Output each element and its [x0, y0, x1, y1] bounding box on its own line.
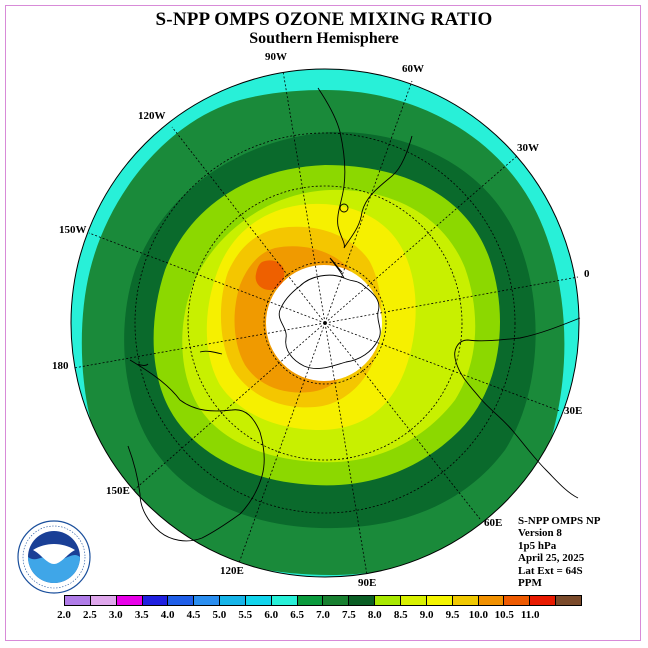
info-level: 1p5 hPa: [518, 539, 557, 552]
colorbar-tick-label: 3.0: [108, 609, 123, 621]
colorbar-swatch: [168, 596, 195, 605]
meridian-120w: [171, 126, 326, 324]
colorbar-swatch: [556, 596, 581, 605]
colorbar-tick-label: 4.5: [186, 609, 201, 621]
south-pole-marker: [323, 321, 327, 325]
meridian-60w: [324, 80, 413, 324]
lon-label-150e: 150E: [106, 485, 130, 497]
colorbar-swatch: [297, 596, 324, 605]
colorbar-swatch: [323, 596, 350, 605]
graticule: [73, 70, 579, 576]
map-title: S-NPP OMPS OZONE MIXING RATIO: [155, 9, 493, 30]
colorbar-tick-label: 10.0: [468, 609, 489, 621]
new-zealand-coast: [137, 350, 223, 366]
meridian-0: [324, 276, 579, 324]
lon-label-180: 180: [52, 360, 69, 372]
colorbar-tick-label: 7.0: [316, 609, 330, 621]
colorbar-tick-label: 6.0: [264, 609, 279, 621]
lon-label-90e: 90E: [358, 577, 377, 589]
latitude-circle-middle: [187, 185, 463, 461]
meridian-60e: [324, 322, 481, 520]
lon-label-30w: 30W: [517, 142, 539, 154]
colorbar-tick-label: 3.5: [134, 609, 149, 621]
lon-label-60w: 60W: [402, 63, 424, 75]
info-instrument: S-NPP OMPS NP: [518, 515, 601, 527]
colorbar-swatch: [452, 596, 479, 605]
info-date: April 25, 2025: [518, 552, 585, 565]
lon-label-120e: 120E: [220, 565, 244, 577]
lon-label-60e: 60E: [484, 517, 503, 529]
latitude-circle-outer: [134, 132, 516, 514]
falkland-islands: [339, 203, 349, 213]
colorbar-swatch: [426, 596, 453, 605]
latitude-circle-inner: [263, 261, 387, 385]
colorbar-tick-label: 2.5: [83, 609, 97, 621]
map-subtitle: Southern Hemisphere: [249, 30, 399, 47]
colorbar-swatch: [116, 596, 143, 605]
south-america-coast: [317, 87, 413, 249]
colorbar-swatch: [220, 596, 246, 605]
meridian-120e: [238, 322, 326, 564]
meridian-30w: [324, 155, 518, 324]
colorbar-tick-label: 10.5: [494, 609, 514, 621]
colorbar: [64, 595, 582, 606]
colorbar-swatch: [245, 596, 272, 605]
colorbar-swatch: [194, 596, 221, 605]
colorbar-tick-label: 9.5: [445, 609, 460, 621]
colorbar-tick-label: 5.5: [238, 609, 253, 621]
info-version: Version 8: [518, 527, 562, 540]
lon-label-30e: 30E: [564, 405, 583, 417]
info-block: S-NPP OMPS NP Version 8 1p5 hPa April 25…: [518, 515, 601, 589]
australia-coast: [127, 359, 265, 542]
antarctica-coast: [278, 274, 381, 369]
map-boundary: [70, 68, 580, 578]
ozone-field: [71, 69, 579, 577]
meridian-30e: [324, 322, 561, 412]
colorbar-swatch: [375, 596, 401, 605]
colorbar-swatch: [349, 596, 376, 605]
noaa-logo: NOAA: [17, 520, 91, 594]
info-units: PPM: [518, 577, 542, 590]
antarctic-peninsula: [329, 257, 345, 279]
colorbar-tick-label: 5.0: [212, 609, 227, 621]
lon-label-0: 0: [584, 268, 590, 280]
colorbar-tick-label: 11.0: [520, 609, 540, 621]
colorbar-swatch: [65, 596, 91, 605]
lon-label-120w: 120W: [138, 110, 166, 122]
logo-text: NOAA: [41, 545, 68, 555]
meridian-180: [73, 322, 326, 369]
colorbar-tick-label: 8.5: [393, 609, 408, 621]
field-band-9-5: [255, 260, 285, 290]
colorbar-swatch: [142, 596, 169, 605]
colorbar-swatch: [504, 596, 531, 605]
colorbar-swatch: [271, 596, 298, 605]
colorbar-swatch: [478, 596, 505, 605]
info-lat-ext: Lat Ext = 64S: [518, 564, 583, 577]
coastlines: [127, 87, 581, 542]
figure-frame: [5, 5, 641, 641]
colorbar-tick-label: 8.0: [367, 609, 382, 621]
meridian-90e: [324, 322, 368, 576]
africa-coast: [454, 317, 581, 499]
colorbar-tick-label: 9.0: [419, 609, 434, 621]
colorbar-tick-label: 6.5: [290, 609, 304, 621]
colorbar-tick-label: 2.0: [57, 609, 71, 621]
colorbar-swatch: [530, 596, 557, 605]
lon-label-90w: 90W: [265, 51, 287, 63]
colorbar-swatch: [90, 596, 117, 605]
colorbar-swatch: [400, 596, 427, 605]
meridian-90w: [282, 70, 326, 324]
lon-label-150w: 150W: [59, 224, 87, 236]
colorbar-tick-label: 7.5: [342, 609, 356, 621]
colorbar-tick-label: 4.0: [160, 609, 175, 621]
